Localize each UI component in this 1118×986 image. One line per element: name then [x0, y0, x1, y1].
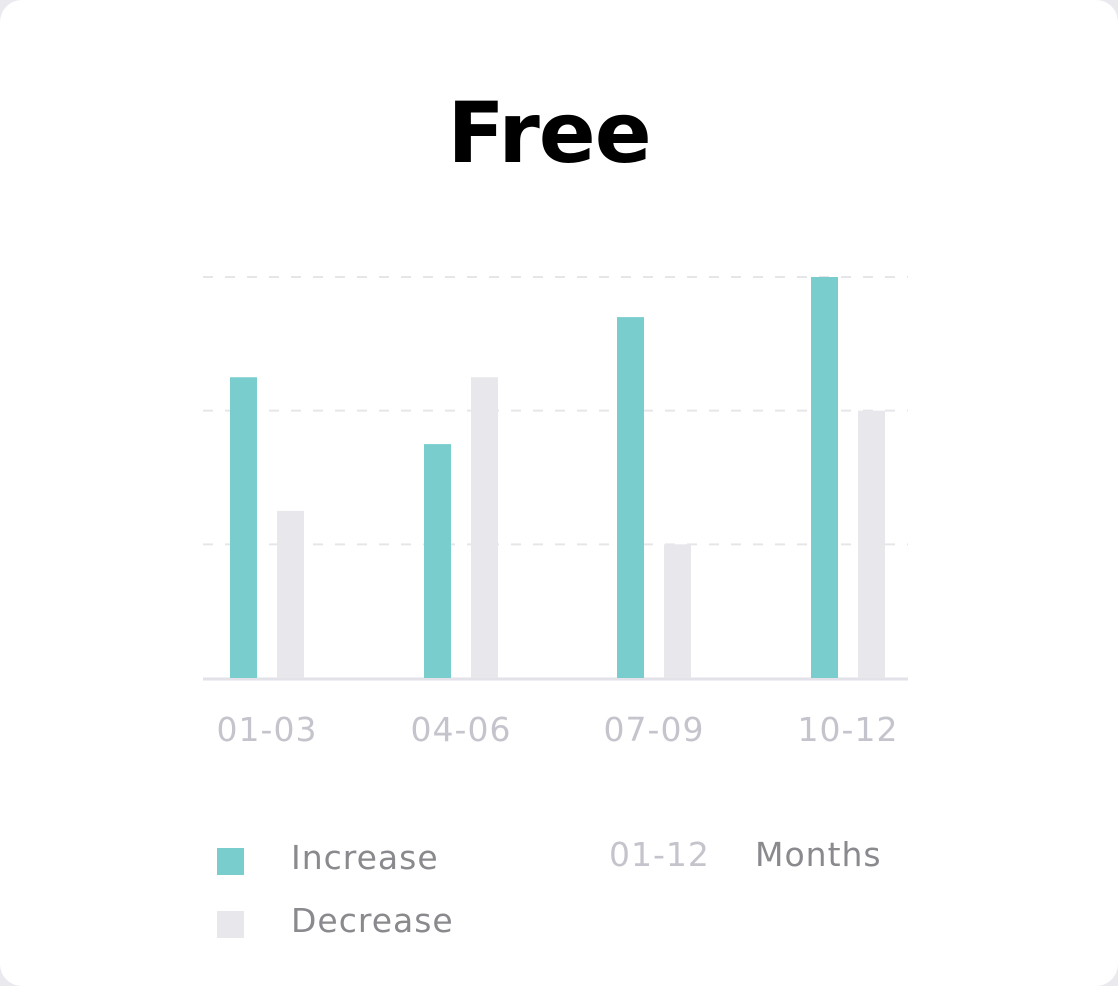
legend-swatch-increase: [217, 848, 244, 875]
bar-decrease-04-06: [471, 377, 498, 678]
bar-increase-07-09: [617, 317, 644, 678]
bar-increase-10-12: [811, 277, 838, 678]
card-title: Free: [447, 84, 651, 182]
legend-label-decrease: Decrease: [291, 901, 454, 940]
period-range: 01-12: [609, 835, 710, 874]
bar-increase-01-03: [230, 377, 257, 678]
bar-decrease-07-09: [664, 544, 691, 678]
x-tick-label: 04-06: [411, 710, 512, 749]
period-unit: Months: [755, 835, 882, 874]
x-tick-label: 07-09: [604, 710, 705, 749]
legend-label-increase: Increase: [291, 838, 439, 877]
bar-increase-04-06: [424, 444, 451, 678]
x-tick-label: 01-03: [217, 710, 318, 749]
legend-item-increase: Increase: [217, 838, 517, 878]
x-tick-label: 10-12: [798, 710, 899, 749]
legend-item-decrease: Decrease: [217, 901, 517, 941]
legend-swatch-decrease: [217, 911, 244, 938]
bar-decrease-10-12: [858, 410, 885, 678]
bar-decrease-01-03: [277, 510, 304, 678]
